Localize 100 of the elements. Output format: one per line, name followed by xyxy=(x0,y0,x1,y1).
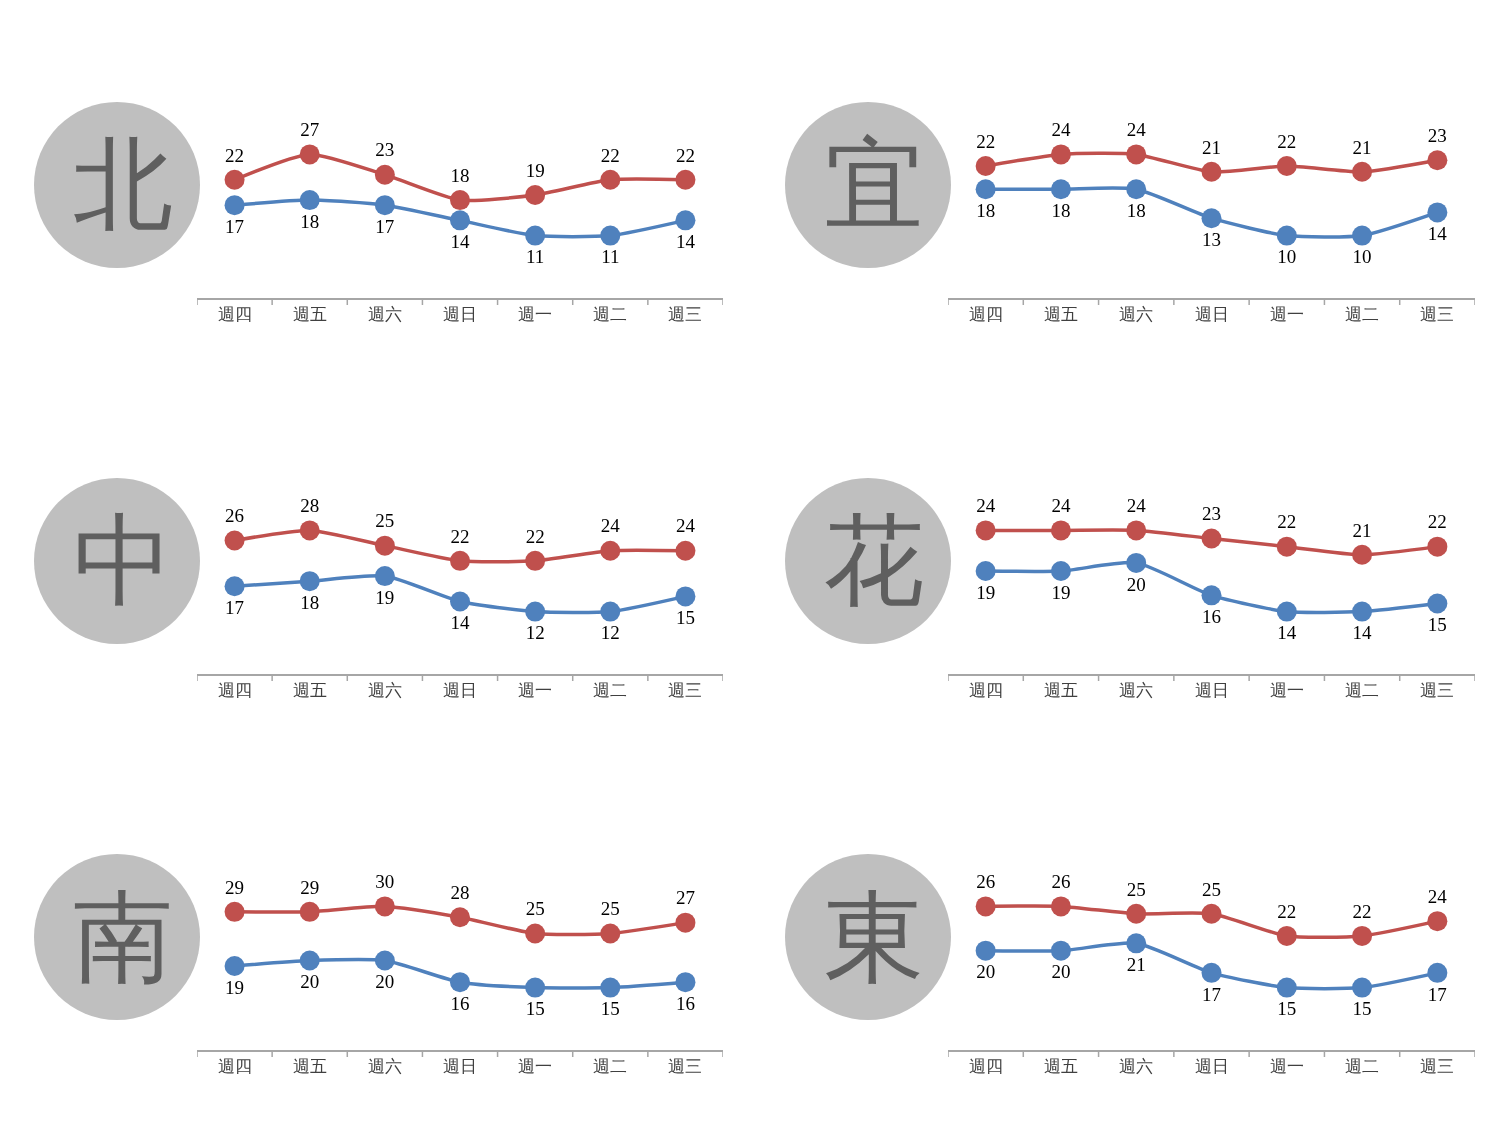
point xyxy=(1126,933,1147,954)
x-tick-label: 週五 xyxy=(1043,1057,1078,1077)
point xyxy=(374,164,395,185)
x-tick-label: 週四 xyxy=(968,1057,1003,1077)
data-label: 22 xyxy=(1352,900,1372,922)
point xyxy=(600,169,621,190)
x-tick-label: 週一 xyxy=(1269,681,1304,701)
point xyxy=(450,190,470,211)
point xyxy=(224,576,245,597)
point xyxy=(600,225,621,246)
x-tick-label: 週日 xyxy=(1194,1057,1229,1077)
data-label: 25 xyxy=(600,898,620,920)
point xyxy=(975,520,996,541)
data-label: 21 xyxy=(1352,519,1372,541)
x-tick-label: 週六 xyxy=(367,305,402,325)
data-label: 20 xyxy=(976,961,996,983)
data-label: 24 xyxy=(1126,119,1147,141)
point xyxy=(1201,528,1222,549)
data-label: 22 xyxy=(976,130,996,152)
point xyxy=(600,540,621,561)
data-label: 11 xyxy=(525,246,545,268)
point xyxy=(600,601,621,622)
data-label: 14 xyxy=(675,231,696,253)
x-tick-label: 週一 xyxy=(518,681,553,701)
x-tick-label: 週二 xyxy=(1345,305,1380,325)
point xyxy=(1427,962,1448,983)
data-label: 22 xyxy=(1277,900,1297,922)
data-label: 15 xyxy=(675,607,695,629)
data-label: 25 xyxy=(375,510,395,532)
point xyxy=(1050,896,1071,917)
data-label: 25 xyxy=(525,898,545,920)
point xyxy=(224,901,245,922)
point xyxy=(450,210,470,231)
point xyxy=(1352,544,1373,565)
point xyxy=(1427,911,1448,932)
x-tick-label: 週日 xyxy=(443,1057,477,1077)
point xyxy=(975,156,996,176)
point xyxy=(525,923,546,944)
point xyxy=(1126,520,1147,541)
data-label: 19 xyxy=(1051,581,1071,603)
data-label: 27 xyxy=(675,887,695,909)
data-label: 17 xyxy=(225,596,245,618)
data-label: 13 xyxy=(1202,228,1221,250)
data-label: 15 xyxy=(1427,614,1447,636)
data-label: 22 xyxy=(225,144,245,166)
chart-title: 南 xyxy=(73,879,173,996)
point xyxy=(675,169,696,190)
data-label: 14 xyxy=(1277,622,1297,644)
point xyxy=(675,540,696,561)
x-tick-label: 週日 xyxy=(443,305,477,325)
point xyxy=(1201,208,1222,229)
x-tick-label: 週二 xyxy=(593,305,628,325)
data-label: 25 xyxy=(1126,878,1146,900)
point xyxy=(675,972,696,993)
x-tick-label: 週四 xyxy=(217,1057,252,1077)
data-label: 23 xyxy=(1202,503,1221,525)
x-tick-label: 週日 xyxy=(443,681,477,701)
point xyxy=(1126,552,1147,573)
point xyxy=(675,912,696,933)
data-label: 24 xyxy=(976,495,996,517)
x-tick-label: 週二 xyxy=(1345,1057,1380,1077)
point xyxy=(1126,903,1147,924)
point xyxy=(1352,925,1373,946)
point xyxy=(975,561,996,581)
chart-title: 宜 xyxy=(824,126,924,243)
data-label: 15 xyxy=(1277,998,1297,1020)
x-tick-label: 週五 xyxy=(292,305,327,325)
x-tick-label: 週三 xyxy=(1420,1057,1455,1077)
point xyxy=(1276,536,1297,557)
data-label: 11 xyxy=(601,246,620,268)
data-label: 21 xyxy=(1202,136,1221,158)
point xyxy=(675,210,696,231)
x-tick-label: 週六 xyxy=(1119,681,1154,701)
data-label: 22 xyxy=(600,144,620,166)
point xyxy=(975,896,996,917)
data-label: 26 xyxy=(225,505,245,527)
chart-title: 花 xyxy=(824,502,924,619)
point xyxy=(374,950,395,971)
data-label: 15 xyxy=(525,998,545,1020)
point xyxy=(525,977,546,998)
point xyxy=(374,535,395,556)
x-tick-label: 週二 xyxy=(593,1057,628,1077)
x-tick-label: 週五 xyxy=(292,681,327,701)
data-label: 21 xyxy=(1126,954,1146,976)
point xyxy=(525,550,546,571)
data-label: 14 xyxy=(450,231,470,253)
data-label: 18 xyxy=(1051,199,1071,221)
data-label: 18 xyxy=(300,210,320,232)
data-label: 15 xyxy=(1352,998,1372,1020)
point xyxy=(224,169,245,190)
data-label: 22 xyxy=(1277,511,1297,533)
data-label: 17 xyxy=(375,215,395,237)
data-label: 22 xyxy=(1427,511,1447,533)
point xyxy=(975,940,996,961)
data-label: 24 xyxy=(600,515,621,537)
data-label: 22 xyxy=(525,525,545,547)
data-label: 14 xyxy=(1352,622,1373,644)
point xyxy=(299,520,320,541)
point xyxy=(1050,179,1071,200)
data-label: 23 xyxy=(375,139,395,161)
